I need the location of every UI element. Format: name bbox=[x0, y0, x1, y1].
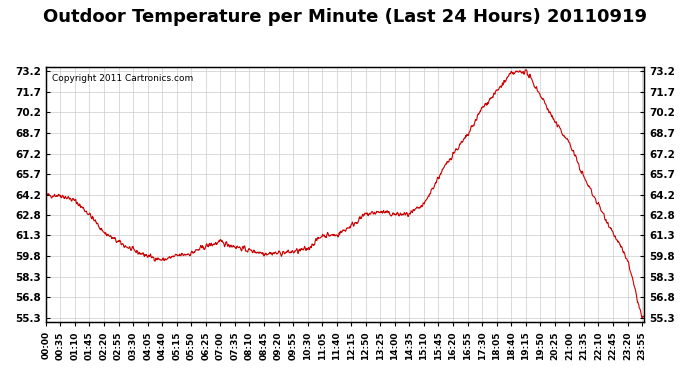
Text: Copyright 2011 Cartronics.com: Copyright 2011 Cartronics.com bbox=[52, 74, 193, 83]
Text: Outdoor Temperature per Minute (Last 24 Hours) 20110919: Outdoor Temperature per Minute (Last 24 … bbox=[43, 8, 647, 26]
